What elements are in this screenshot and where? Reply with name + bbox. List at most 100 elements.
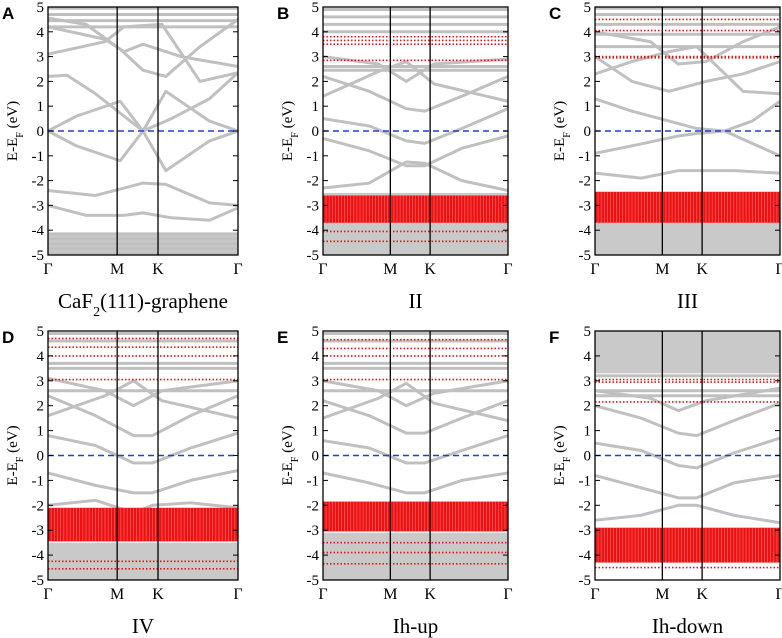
kpoint-label: Γ	[318, 261, 327, 278]
y-tick-label: -4	[307, 223, 320, 239]
y-tick-label: 3	[584, 50, 592, 66]
y-tick-label: -3	[307, 523, 320, 539]
band-band-4	[595, 503, 780, 525]
kpoint-label: K	[424, 261, 436, 278]
plot-area	[595, 331, 780, 569]
y-tick-label: 2	[37, 399, 45, 415]
y-tick-label: -3	[307, 198, 320, 214]
y-tick-label: 4	[37, 25, 45, 41]
y-tick-label: -2	[579, 174, 592, 190]
y-tick-label: -5	[579, 573, 592, 589]
y-axis-label-unit: (eV)	[552, 101, 568, 132]
band-band-6	[48, 379, 238, 420]
y-tick-label: -3	[579, 523, 592, 539]
y-tick-label: 1	[584, 424, 592, 440]
kpoint-label: Γ	[233, 261, 242, 278]
y-tick-label: -4	[307, 548, 320, 564]
y-tick-label: 1	[312, 424, 320, 440]
y-tick-label: 3	[312, 374, 320, 390]
y-tick-label: 0	[584, 124, 592, 140]
y-axis-label-subscript: F	[15, 132, 26, 138]
panel-title: Ih-down	[652, 614, 724, 638]
panel-title: IV	[132, 614, 154, 638]
y-tick-label: 3	[37, 50, 45, 66]
y-tick-label: 0	[312, 449, 320, 465]
band-conduction-1	[48, 25, 238, 68]
y-tick-label: -1	[32, 473, 45, 489]
y-tick-label: -5	[32, 573, 45, 589]
kpoint-label: Γ	[503, 586, 512, 603]
panel-letter: C	[549, 4, 561, 23]
y-tick-label: 4	[312, 25, 320, 41]
y-tick-label: -2	[579, 498, 592, 514]
panel-title: Ih-up	[393, 614, 439, 638]
plot-area	[323, 7, 508, 255]
panel-title: III	[677, 289, 698, 313]
band-band-3	[323, 134, 508, 168]
band-conduction-2	[48, 22, 238, 83]
y-axis-label-unit: (eV)	[280, 101, 296, 132]
kpoint-label: M	[383, 261, 397, 278]
panel-letter: E	[277, 328, 288, 347]
y-axis-label: E-EF (eV)	[280, 101, 301, 161]
panel-title-subscript: 2	[93, 305, 100, 320]
kpoint-label: M	[655, 586, 669, 603]
band-band-5	[323, 381, 508, 423]
y-axis-label-text: E-E	[552, 462, 568, 485]
kpoint-label: M	[655, 261, 669, 278]
band-band-4	[323, 379, 508, 408]
band-band-1	[595, 401, 780, 438]
y-tick-label: -4	[579, 223, 592, 239]
y-axis-label-text: E-E	[5, 462, 21, 485]
y-axis-label: E-EF (eV)	[552, 101, 573, 161]
plot-area	[323, 331, 508, 580]
band-graphene-5	[48, 181, 238, 207]
band-band-2	[323, 107, 508, 145]
band-band-4	[323, 160, 508, 192]
y-tick-label: -4	[579, 548, 592, 564]
band-band-3	[595, 473, 780, 500]
kpoint-label: Γ	[590, 586, 599, 603]
band-graphene-1	[48, 16, 238, 78]
y-axis-label-unit: (eV)	[5, 425, 21, 456]
plot-area	[595, 7, 780, 255]
y-axis-label-unit: (eV)	[280, 425, 296, 456]
y-axis-label-subscript: F	[290, 132, 301, 138]
y-tick-label: 3	[37, 374, 45, 390]
band-band-4	[595, 25, 780, 66]
kpoint-label: Γ	[775, 261, 782, 278]
panel-title-base: CaF	[58, 289, 93, 313]
band-band-3	[323, 471, 508, 495]
y-tick-label: 5	[37, 324, 45, 340]
y-tick-label: -4	[32, 548, 45, 564]
y-tick-label: 5	[312, 324, 320, 340]
band-band-1	[48, 394, 238, 438]
y-tick-label: -2	[307, 498, 320, 514]
y-tick-label: 1	[37, 424, 45, 440]
y-tick-label: 0	[37, 124, 45, 140]
y-tick-label: 5	[37, 0, 45, 16]
gray-band-region	[595, 222, 780, 255]
y-tick-label: -2	[307, 174, 320, 190]
y-tick-label: -2	[32, 498, 45, 514]
band-band-5	[595, 386, 780, 413]
band-band-2	[323, 434, 508, 465]
y-tick-label: 2	[584, 399, 592, 415]
y-tick-label: -1	[307, 473, 320, 489]
y-tick-label: -3	[32, 198, 45, 214]
y-tick-label: 4	[584, 349, 592, 365]
y-tick-label: -1	[32, 149, 45, 165]
y-tick-label: 0	[312, 124, 320, 140]
band-graphene-6	[48, 203, 238, 222]
panel-letter: A	[2, 4, 14, 23]
y-tick-label: -1	[579, 149, 592, 165]
y-tick-label: 2	[312, 399, 320, 415]
kpoint-label: M	[383, 586, 397, 603]
kpoint-label: M	[110, 586, 124, 603]
kpoint-label: Γ	[775, 586, 782, 603]
panel-title-rest: (111)-graphene	[100, 289, 228, 313]
band-band-2	[48, 431, 238, 465]
